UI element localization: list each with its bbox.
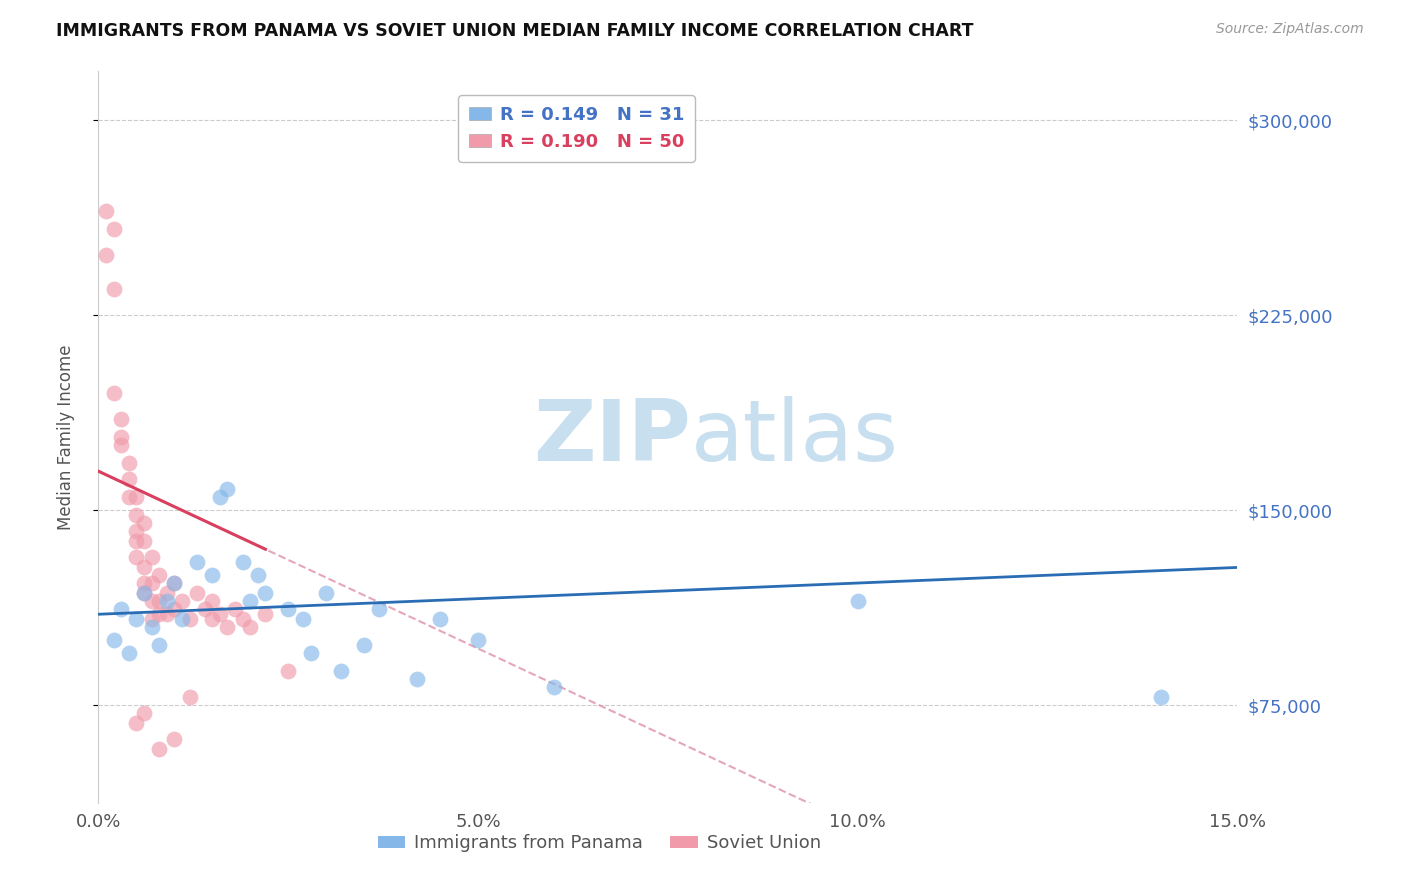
Point — [179, 690, 201, 705]
Point — [148, 568, 170, 582]
Point — [125, 549, 148, 564]
Point — [132, 534, 155, 549]
Point — [132, 706, 155, 720]
Point — [125, 534, 148, 549]
Text: atlas: atlas — [690, 395, 898, 479]
Point — [118, 472, 141, 486]
Point — [368, 602, 391, 616]
Point — [103, 386, 125, 401]
Point — [103, 222, 125, 236]
Point — [110, 430, 132, 444]
Point — [299, 646, 322, 660]
Point — [201, 612, 224, 626]
Point — [163, 602, 186, 616]
Point — [186, 586, 208, 600]
Point — [132, 576, 155, 591]
Point — [467, 633, 489, 648]
Point — [103, 282, 125, 296]
Point — [110, 602, 132, 616]
Point — [406, 673, 429, 687]
Text: Source: ZipAtlas.com: Source: ZipAtlas.com — [1216, 22, 1364, 37]
Point — [217, 483, 239, 497]
Point — [156, 607, 179, 622]
Point — [118, 490, 141, 504]
Point — [118, 646, 141, 660]
Point — [277, 665, 299, 679]
Point — [125, 508, 148, 523]
Point — [141, 549, 163, 564]
Point — [315, 586, 337, 600]
Point — [239, 594, 262, 608]
Point — [186, 555, 208, 569]
Point — [179, 612, 201, 626]
Point — [125, 612, 148, 626]
Point — [232, 555, 254, 569]
Point — [148, 639, 170, 653]
Point — [94, 248, 117, 262]
Point — [246, 568, 269, 582]
Point — [239, 620, 262, 634]
Legend: Immigrants from Panama, Soviet Union: Immigrants from Panama, Soviet Union — [371, 827, 828, 860]
Point — [156, 594, 179, 608]
Point — [148, 607, 170, 622]
Point — [353, 639, 375, 653]
Point — [132, 560, 155, 574]
Point — [141, 620, 163, 634]
Point — [224, 602, 246, 616]
Point — [132, 586, 155, 600]
Point — [217, 620, 239, 634]
Point — [148, 742, 170, 756]
Point — [125, 490, 148, 504]
Point — [141, 576, 163, 591]
Point — [543, 680, 565, 694]
Point — [429, 612, 451, 626]
Point — [330, 665, 353, 679]
Point — [163, 732, 186, 747]
Point — [170, 594, 193, 608]
Point — [141, 612, 163, 626]
Point — [170, 612, 193, 626]
Point — [846, 594, 869, 608]
Point — [254, 607, 277, 622]
Point — [125, 524, 148, 538]
Point — [208, 607, 231, 622]
Point — [125, 716, 148, 731]
Text: IMMIGRANTS FROM PANAMA VS SOVIET UNION MEDIAN FAMILY INCOME CORRELATION CHART: IMMIGRANTS FROM PANAMA VS SOVIET UNION M… — [56, 22, 974, 40]
Point — [208, 490, 231, 504]
Point — [94, 204, 117, 219]
Point — [277, 602, 299, 616]
Point — [254, 586, 277, 600]
Point — [110, 438, 132, 452]
Point — [156, 586, 179, 600]
Point — [292, 612, 315, 626]
Y-axis label: Median Family Income: Median Family Income — [56, 344, 75, 530]
Point — [163, 576, 186, 591]
Point — [163, 576, 186, 591]
Point — [110, 412, 132, 426]
Point — [118, 457, 141, 471]
Point — [1150, 690, 1173, 705]
Point — [132, 516, 155, 531]
Point — [148, 594, 170, 608]
Point — [232, 612, 254, 626]
Text: ZIP: ZIP — [533, 395, 690, 479]
Point — [141, 594, 163, 608]
Point — [103, 633, 125, 648]
Point — [201, 568, 224, 582]
Point — [132, 586, 155, 600]
Point — [194, 602, 217, 616]
Point — [201, 594, 224, 608]
